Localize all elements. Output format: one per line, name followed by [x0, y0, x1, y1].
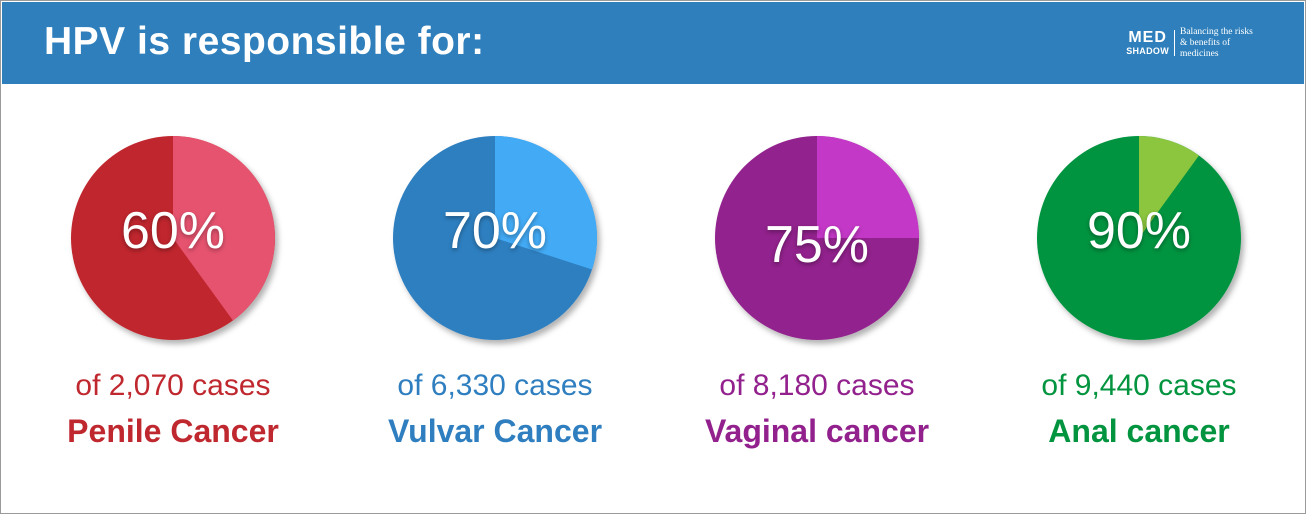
pie-svg-anal	[1037, 136, 1241, 340]
percent-label-penile: 60%	[120, 202, 226, 260]
pie-slice-other-anal	[1139, 136, 1199, 238]
pie-slice-other-penile	[173, 136, 276, 321]
cases-label-anal: of 9,440 cases	[1041, 369, 1237, 402]
logo-med-text: MED	[1128, 29, 1167, 47]
panel-anal: 90% of 9,440 cases Anal cancer	[979, 121, 1299, 461]
percent-label-anal: 90%	[1086, 202, 1192, 260]
pie-chart-penile: 60%	[66, 131, 280, 345]
pie-svg-vaginal	[715, 136, 919, 340]
panel-vaginal: 75% of 8,180 cases Vaginal cancer	[657, 121, 977, 461]
cancer-label-vaginal: Vaginal cancer	[704, 413, 930, 449]
pie-slice-other-vaginal	[817, 136, 919, 238]
pie-chart-vaginal: 75%	[710, 131, 924, 345]
pie-svg-vulvar	[393, 136, 597, 340]
cases-label-vaginal: of 8,180 cases	[719, 369, 915, 402]
panel-vulvar: 70% of 6,330 cases Vulvar Cancer	[335, 121, 655, 461]
percent-label-vaginal: 75%	[764, 216, 870, 274]
logo-mark: MED SHADOW	[1126, 29, 1175, 57]
cases-label-penile: of 2,070 cases	[75, 369, 271, 402]
page-title: HPV is responsible for:	[44, 20, 485, 63]
cancer-label-penile: Penile Cancer	[67, 413, 279, 449]
logo-tagline: Balancing the risks & benefits of medici…	[1180, 27, 1253, 59]
pie-slice-other-vulvar	[495, 136, 597, 270]
pie-svg-penile	[71, 136, 276, 340]
logo-shadow-text: SHADOW	[1126, 46, 1169, 57]
pie-chart-anal: 90%	[1032, 131, 1246, 345]
cases-label-vulvar: of 6,330 cases	[397, 369, 593, 402]
medshadow-logo: MED SHADOW Balancing the risks & benefit…	[1126, 27, 1256, 60]
panel-penile: 60% of 2,070 cases Penile Cancer	[13, 121, 333, 461]
pie-chart-vulvar: 70%	[388, 131, 602, 345]
percent-label-vulvar: 70%	[442, 202, 548, 260]
cancer-label-anal: Anal cancer	[1048, 413, 1230, 449]
header-banner: HPV is responsible for: MED SHADOW Balan…	[2, 2, 1304, 84]
cancer-label-vulvar: Vulvar Cancer	[387, 413, 603, 449]
